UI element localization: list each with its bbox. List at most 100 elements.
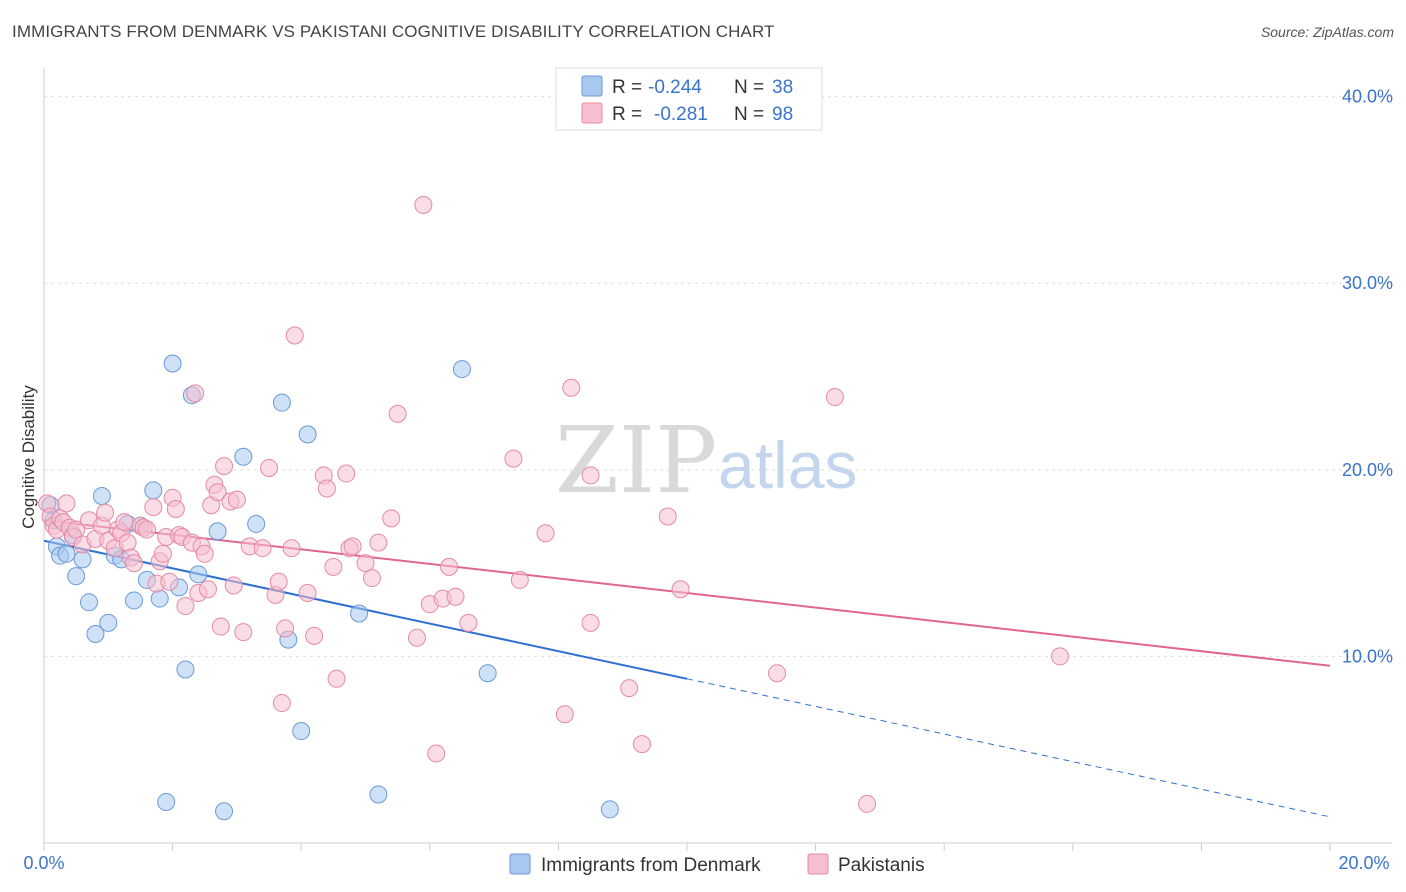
point-pakistanis [125,554,144,573]
point-pakistanis [298,583,317,602]
point-pakistanis [504,449,523,468]
point-pakistanis [285,326,304,345]
point-pakistanis [658,507,677,526]
axes-layer [43,68,1392,851]
point-pakistanis [407,628,426,647]
point-denmark [86,625,105,644]
point-pakistanis [195,544,214,563]
point-pakistanis [459,613,478,632]
point-denmark [272,393,291,412]
point-denmark [157,792,176,811]
point-pakistanis [137,520,156,539]
point-denmark [369,785,388,804]
point-pakistanis [440,557,459,576]
chart-title: IMMIGRANTS FROM DENMARK VS PAKISTANI COG… [12,22,775,41]
point-pakistanis [67,520,86,539]
legend-n-value-pakistanis: 98 [772,104,793,125]
y-tick-label: 40.0% [1342,87,1393,107]
point-pakistanis [369,533,388,552]
point-pakistanis [581,613,600,632]
trend-line-denmark-extension [686,678,1331,818]
point-pakistanis [208,483,227,502]
point-denmark [452,360,471,379]
point-pakistanis [324,557,343,576]
data-points [38,195,1069,821]
point-pakistanis [317,479,336,498]
point-pakistanis [388,404,407,423]
point-pakistanis [269,572,288,591]
trend-lines [43,519,1331,818]
x-tick-label: 0.0% [23,853,64,873]
bottom-legend-label-pakistanis: Pakistanis [838,855,925,876]
chart-source: Source: ZipAtlas.com [1260,24,1394,40]
watermark-atlas: atlas [718,428,857,502]
x-tick-label: 20.0% [1338,853,1389,873]
watermark-zip: ZIP [555,407,717,514]
legend-n-value-denmark: 38 [772,77,793,98]
y-axis-title: Cognitive Disability [19,385,38,529]
point-pakistanis [327,669,346,688]
point-pakistanis [337,464,356,483]
point-pakistanis [260,458,279,477]
point-denmark [478,664,497,683]
point-denmark [600,800,619,819]
y-tick-label: 10.0% [1342,646,1393,666]
point-denmark [92,486,111,505]
point-pakistanis [536,524,555,543]
grid-layer [44,96,1392,657]
point-pakistanis [581,466,600,485]
point-denmark [150,589,169,608]
point-pakistanis [510,570,529,589]
bottom-legend-swatch-denmark [509,853,531,875]
point-denmark [176,660,195,679]
point-pakistanis [234,623,253,642]
point-pakistanis [282,539,301,558]
point-denmark [163,354,182,373]
bottom-legend: Immigrants from Denmark Pakistanis [509,853,925,876]
point-denmark [99,613,118,632]
point-pakistanis [382,509,401,528]
point-denmark [234,447,253,466]
point-denmark [247,514,266,533]
legend-r-label: R = [612,104,642,125]
watermark: ZIP atlas [555,407,857,514]
point-pakistanis [356,554,375,573]
point-denmark [144,481,163,500]
bottom-legend-label-denmark: Immigrants from Denmark [541,855,761,876]
point-pakistanis [427,744,446,763]
point-denmark [189,565,208,584]
point-pakistanis [115,513,134,532]
point-pakistanis [414,195,433,214]
point-pakistanis [276,619,295,638]
point-pakistanis [118,533,137,552]
point-pakistanis [144,498,163,517]
legend-swatch-denmark [581,75,603,97]
point-pakistanis [211,617,230,636]
point-pakistanis [555,705,574,724]
point-pakistanis [198,580,217,599]
point-denmark [57,544,76,563]
point-pakistanis [186,384,205,403]
point-pakistanis [620,679,639,698]
legend-n-label: N = [734,104,764,125]
point-pakistanis [768,664,787,683]
y-tick-label: 30.0% [1342,273,1393,293]
bottom-legend-swatch-pakistanis [807,853,829,875]
legend-r-label: R = [612,77,642,98]
y-tick-label: 20.0% [1342,460,1393,480]
point-denmark [215,802,234,821]
point-pakistanis [57,494,76,513]
point-denmark [350,604,369,623]
legend-r-value-pakistanis: -0.281 [654,104,708,125]
point-pakistanis [305,626,324,645]
point-pakistanis [176,597,195,616]
point-pakistanis [671,580,690,599]
point-pakistanis [224,576,243,595]
point-pakistanis [215,457,234,476]
point-pakistanis [166,500,185,519]
point-pakistanis [1050,647,1069,666]
point-pakistanis [153,544,172,563]
legend-box: R = -0.244 N = 38 R = -0.281 N = 98 [555,67,823,131]
point-pakistanis [253,539,272,558]
